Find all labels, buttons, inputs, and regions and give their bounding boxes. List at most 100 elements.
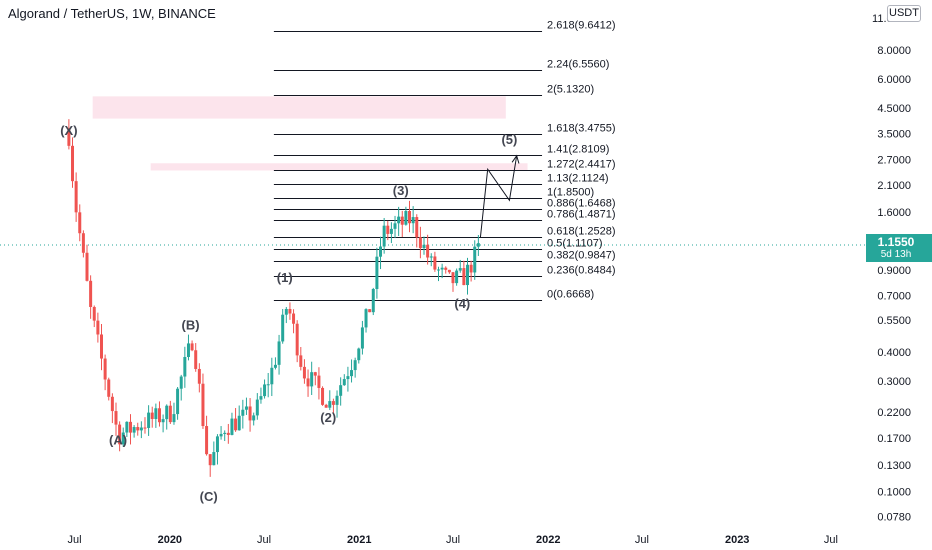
fib-level-label: 0.786(1.4871) <box>547 209 616 221</box>
candle-body <box>147 412 151 428</box>
candle-body <box>404 211 408 225</box>
candle-body <box>342 379 346 386</box>
price-axis[interactable]: 11.00008.00006.00004.50003.50002.70002.1… <box>866 0 932 550</box>
candle-body <box>139 427 143 431</box>
price-tick-label: 8.0000 <box>877 45 911 57</box>
time-tick-label: Jul <box>68 534 82 546</box>
candle-body <box>255 399 259 416</box>
candle-body <box>360 327 364 349</box>
last-price-label: 1.1550 5d 13h <box>866 234 932 262</box>
fib-level-label: 0.618(1.2528) <box>547 226 616 238</box>
candle-body <box>357 348 361 361</box>
fib-level-label: 0.236(0.8484) <box>547 265 616 277</box>
candle-body <box>386 225 390 234</box>
time-tick-label: 2023 <box>725 534 749 546</box>
fib-level-label: 1.618(3.4755) <box>547 123 616 135</box>
candle-body <box>223 432 227 434</box>
fib-level-label: 1.13(2.1124) <box>547 173 609 185</box>
candle-body <box>103 358 107 380</box>
candle-body <box>183 357 187 377</box>
candle-body <box>313 372 317 376</box>
price-tick-label: 0.2200 <box>877 407 911 419</box>
candle-body <box>473 246 477 273</box>
candle-body <box>371 288 375 313</box>
candle-body <box>89 280 93 307</box>
time-tick-label: 2020 <box>158 534 182 546</box>
candle-body <box>444 267 448 270</box>
candle-body <box>288 308 292 314</box>
candle-body <box>208 454 212 466</box>
wave-label: (2) <box>320 410 336 425</box>
candle-body <box>230 418 234 435</box>
candle-body <box>321 387 325 405</box>
currency-button[interactable]: USDT <box>887 5 921 22</box>
candle-body <box>440 267 444 270</box>
candle-body <box>168 405 172 423</box>
candle-body <box>451 272 455 284</box>
candle-body <box>295 323 299 356</box>
price-tick-label: 0.0780 <box>877 512 911 524</box>
fib-level-label: 1.41(2.8109) <box>547 144 609 156</box>
candle-body <box>266 384 270 386</box>
price-tick-label: 0.1300 <box>877 460 911 472</box>
candle-body <box>110 396 114 412</box>
candle-body <box>212 452 216 466</box>
fib-level-label: 2(5.1320) <box>547 84 594 96</box>
candle-body <box>281 314 285 342</box>
candle-body <box>292 313 296 324</box>
wave-label: (5) <box>501 132 517 147</box>
candle-body <box>74 181 78 213</box>
time-tick-label: Jul <box>257 534 271 546</box>
candle-body <box>186 343 190 358</box>
candle-body <box>465 264 469 286</box>
candlestick-series <box>67 119 480 477</box>
candle-body <box>382 225 386 247</box>
candle-body <box>154 408 158 419</box>
last-price-value: 1.1550 <box>877 235 915 249</box>
fib-level-label: 0.5(1.1107) <box>547 238 602 250</box>
candle-body <box>353 360 357 371</box>
time-axis[interactable]: Jul 2020 Jul 2021 Jul 2022 Jul 2023 Jul <box>68 534 838 546</box>
price-tick-label: 0.4000 <box>877 347 911 359</box>
resistance-zones <box>92 96 528 171</box>
elliott-wave-labels: (X) (A) (B) (C) (1) (2) (3) (4) (5) <box>60 123 517 504</box>
candle-body <box>125 421 129 433</box>
price-tick-label: 0.7000 <box>877 291 911 303</box>
price-tick-label: 6.0000 <box>877 74 911 86</box>
candle-body <box>418 237 422 249</box>
bar-countdown: 5d 13h <box>880 249 912 260</box>
candle-body <box>194 350 198 369</box>
candle-body <box>397 216 401 224</box>
candle-body <box>143 427 147 429</box>
wave-label: (X) <box>60 123 77 138</box>
candle-body <box>165 405 169 420</box>
price-tick-label: 0.5500 <box>877 315 911 327</box>
candle-body <box>393 223 397 229</box>
resistance-zone <box>92 96 506 119</box>
fib-level-label: 2.618(9.6412) <box>547 20 616 32</box>
candle-body <box>197 368 201 384</box>
candle-body <box>299 355 303 367</box>
time-tick-label: 2022 <box>536 534 560 546</box>
candle-body <box>411 217 415 224</box>
candle-body <box>85 252 89 281</box>
candle-body <box>161 419 165 423</box>
candle-body <box>201 383 205 427</box>
candle-body <box>469 264 473 273</box>
candle-body <box>190 343 194 351</box>
candle-body <box>150 412 154 419</box>
candle-body <box>215 436 219 453</box>
candle-body <box>317 375 321 388</box>
candle-body <box>476 243 480 247</box>
price-tick-label: 3.5000 <box>877 128 911 140</box>
candle-body <box>324 404 328 408</box>
candle-body <box>172 414 176 423</box>
candle-body <box>346 376 350 380</box>
candle-body <box>335 395 339 405</box>
candle-body <box>99 334 103 359</box>
candle-body <box>118 424 122 445</box>
fib-level-label: 0.886(1.6468) <box>547 198 616 210</box>
candle-body <box>375 256 379 289</box>
candle-body <box>302 366 306 379</box>
